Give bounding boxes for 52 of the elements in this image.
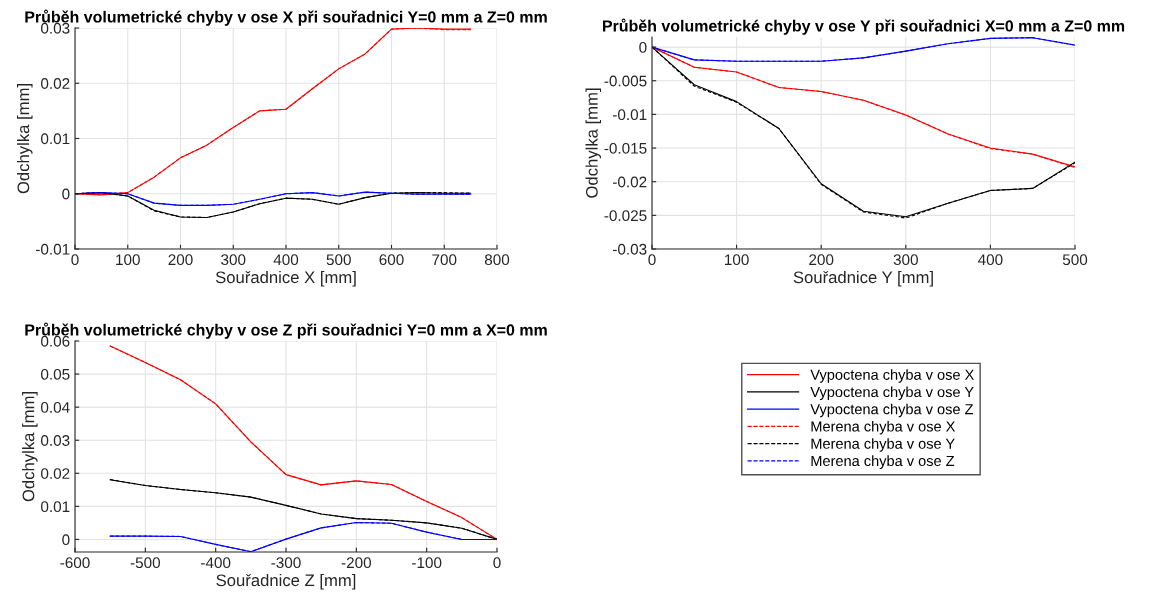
y-tick-label: 0.01: [41, 501, 70, 513]
x-tick-label: 200: [168, 254, 193, 266]
x-tick-label: -200: [341, 557, 372, 569]
legend-label: Merena chyba v ose X: [811, 420, 956, 435]
y-tick-label: -0.03: [613, 243, 647, 255]
x-tick-label: 500: [1062, 254, 1088, 266]
x-tick-label: -400: [201, 557, 231, 569]
x-tick-label: -300: [271, 557, 301, 569]
x-tick-label: 700: [432, 254, 457, 266]
y-tick-label: -0.01: [36, 243, 70, 255]
x-axis-title: Souřadnice Y [mm]: [793, 270, 933, 287]
y-tick-label: 0: [639, 41, 647, 53]
legend-label: Merena chyba v ose Z: [811, 455, 955, 469]
x-tick-label: -600: [60, 557, 90, 569]
y-tick-label: 0.05: [41, 368, 70, 380]
y-axis-title: Odchylka [mm]: [17, 84, 33, 194]
x-tick-label: 600: [379, 254, 404, 266]
y-tick-label: -0.02: [613, 176, 647, 188]
y-tick-label: 0.04: [41, 402, 70, 413]
x-tick-label: 800: [484, 254, 510, 266]
legend-label: Merena chyba v ose Y: [811, 438, 955, 452]
x-tick-label: 500: [326, 254, 351, 266]
y-axis-title: Odchylka [mm]: [585, 88, 602, 198]
x-axis-title: Souřadnice X [mm]: [215, 270, 356, 287]
y-tick-label: 0.01: [41, 133, 70, 145]
y-tick-label: -0.005: [604, 75, 647, 87]
x-tick-label: 200: [809, 254, 834, 266]
x-tick-label: 0: [648, 254, 656, 266]
legend-label: Vypoctena chyba v ose Y: [810, 386, 974, 401]
y-tick-label: 0.03: [41, 435, 70, 446]
x-axis-title: Souřadnice Z [mm]: [216, 573, 356, 590]
y-tick-label: 0: [62, 188, 70, 200]
legend-label: Vypoctena chyba v ose Z: [810, 403, 974, 418]
x-tick-label: 400: [978, 254, 1003, 266]
x-tick-label: -100: [412, 557, 442, 569]
x-tick-label: 100: [116, 254, 140, 266]
y-tick-label: -0.025: [604, 210, 647, 222]
x-tick-label: 0: [71, 254, 79, 266]
chart-title: Průběh volumetrické chyby v ose Y při souřadnici X=0 mm a Z=0 mm: [602, 18, 1125, 35]
x-tick-label: 300: [221, 254, 246, 266]
legend-label: Vypoctena chyba v ose X: [810, 369, 975, 383]
y-tick-label: -0.01: [613, 109, 647, 121]
y-tick-label: 0.02: [41, 78, 70, 89]
x-tick-label: 300: [893, 254, 918, 266]
x-tick-label: 400: [273, 254, 299, 266]
x-tick-label: 100: [725, 254, 749, 266]
y-axis-title: Odchylka [mm]: [22, 392, 38, 502]
y-tick-label: 0: [62, 534, 70, 546]
x-tick-label: -500: [130, 557, 161, 569]
y-tick-label: 0.02: [41, 468, 70, 479]
y-tick-label: -0.015: [604, 142, 647, 154]
x-tick-label: 0: [493, 557, 501, 569]
